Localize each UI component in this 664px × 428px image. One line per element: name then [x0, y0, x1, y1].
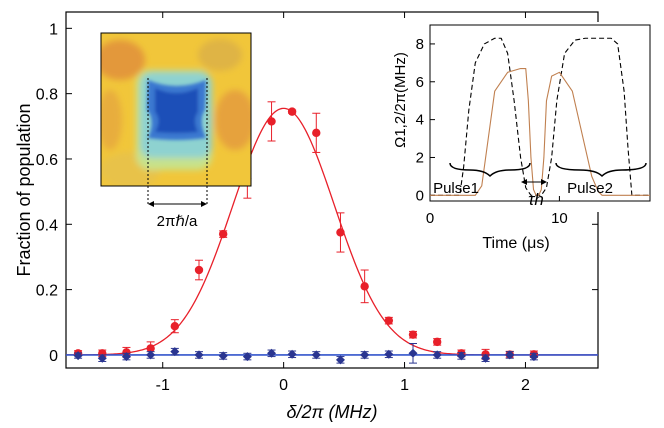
pulse1-label: Pulse1 [433, 180, 479, 197]
blue-data-point [408, 348, 418, 358]
red-data-point [170, 321, 180, 331]
blue-data-point [335, 355, 345, 365]
blue-data-point [146, 350, 156, 360]
main-y-tick-label: 0.8 [36, 87, 58, 104]
inset-plot-background [424, 22, 656, 212]
pulse-omega2-solid-line [430, 67, 650, 196]
red-data-point [194, 265, 204, 275]
inset-y-axis-label: Ω1,2/2π(MHz) [392, 52, 409, 148]
blue-data-point [311, 350, 321, 360]
main-x-tick-label: 0 [279, 377, 288, 394]
red-data-point [432, 337, 442, 347]
blue-data-point [170, 347, 180, 357]
main-y-tick-label: 0.4 [36, 217, 58, 234]
inset-x-axis-label: Time (μs) [482, 235, 549, 252]
red-data-point [218, 229, 228, 239]
inset-x-tick-label: 0 [426, 210, 434, 227]
absorption-image-inset: 2πℏ/a [100, 32, 252, 230]
blue-data-point [384, 349, 394, 359]
blue-data-point [505, 350, 515, 360]
pulse2-label: Pulse2 [567, 180, 613, 197]
image-scale-label: 2πℏ/a [157, 213, 198, 230]
main-x-tick-label: 1 [400, 377, 409, 394]
red-data-point [287, 107, 297, 116]
main-x-axis-label: δ/2π (MHz) [286, 402, 377, 422]
main-y-axis-label: Fraction of population [14, 103, 34, 276]
blue-data-point [121, 352, 131, 362]
inset-y-tick-label: 2 [416, 149, 424, 166]
blue-data-point [267, 348, 277, 358]
inset-plot-frame [429, 24, 651, 202]
main-x-tick-label: -1 [156, 377, 170, 394]
red-data-point [336, 228, 345, 237]
red-data-point [312, 128, 321, 138]
blue-data-point [287, 349, 297, 359]
blue-data-point [432, 350, 442, 360]
blue-data-point [218, 351, 228, 361]
inset-y-tick-label: 4 [416, 112, 424, 129]
inset-axis-ticks: 0 10 0 2 4 6 8 [416, 36, 568, 227]
main-x-tick-label: 2 [521, 377, 530, 394]
main-y-tick-label: 0.2 [36, 283, 58, 300]
red-data-point [146, 344, 155, 353]
main-y-tick-label: 0 [49, 348, 58, 365]
main-y-tick-label: 1 [49, 21, 58, 38]
inset-y-tick-label: 0 [416, 187, 424, 204]
red-data-point [384, 316, 394, 325]
blue-data-point [529, 352, 539, 362]
main-data-points [73, 101, 539, 365]
blue-data-point [194, 350, 204, 360]
red-data-point [267, 117, 276, 126]
inset-y-tick-label: 8 [416, 36, 424, 53]
inset-annotations: Pulse1 Pulse2 τh [433, 162, 647, 209]
red-data-point [360, 282, 369, 291]
inset-x-tick-label: 10 [551, 210, 568, 227]
inset-y-tick-label: 6 [416, 74, 424, 91]
main-y-tick-label: 0.6 [36, 152, 58, 169]
blue-data-point [481, 353, 491, 363]
red-data-point [408, 330, 418, 339]
blue-data-point [360, 350, 370, 360]
blue-data-point [242, 352, 252, 362]
tau-h-label: τh [528, 190, 544, 209]
blue-data-point [97, 353, 107, 363]
blue-data-point [73, 351, 83, 361]
inset-pulse-curves [430, 37, 650, 196]
blue-data-point [456, 351, 466, 361]
